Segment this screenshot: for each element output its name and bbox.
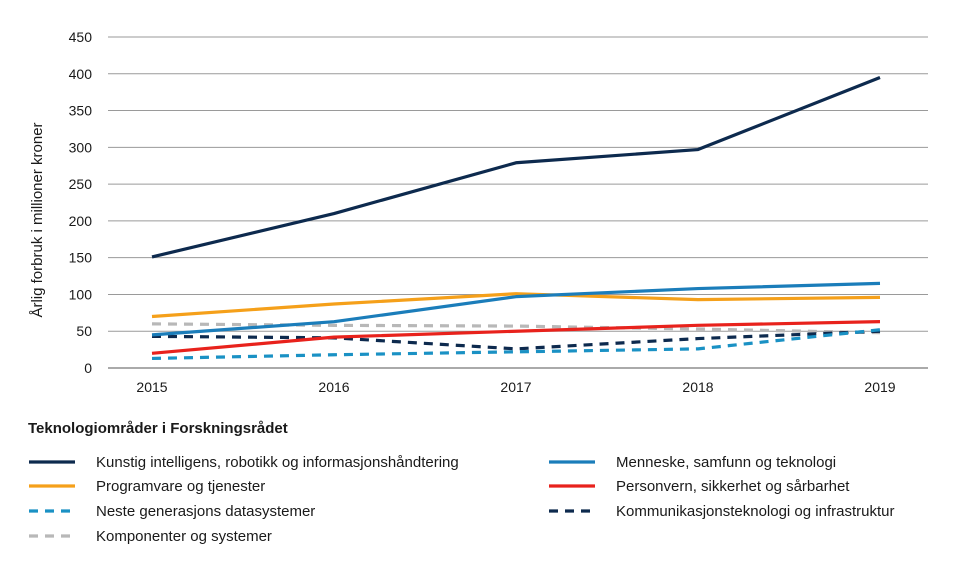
legend-label: Kommunikasjonsteknologi og infrastruktur (616, 502, 895, 520)
legend-swatch (29, 509, 75, 513)
legend-swatch (549, 484, 595, 488)
gridlines (108, 36, 928, 369)
legend-swatch (29, 534, 75, 538)
legend-item: Neste generasjons datasystemer (28, 501, 315, 521)
legend-swatch (549, 460, 595, 464)
legend-item: Programvare og tjenester (28, 476, 265, 496)
legend-swatch (29, 484, 75, 488)
x-axis-ticks: 2015 2016 2017 2018 2019 (136, 379, 895, 395)
x-tick-label: 2019 (864, 379, 895, 395)
x-tick-label: 2018 (682, 379, 713, 395)
x-tick-label: 2015 (136, 379, 167, 395)
y-tick-label: 200 (69, 213, 93, 229)
series-line (151, 75, 881, 259)
y-tick-label: 450 (69, 29, 93, 45)
y-tick-label: 150 (69, 250, 93, 266)
legend-item: Menneske, samfunn og teknologi (548, 452, 836, 472)
legend-swatch (549, 509, 595, 513)
x-tick-label: 2017 (500, 379, 531, 395)
line-chart: 0 50 100 150 200 250 300 350 400 450 2015 2016 2017… (29, 29, 928, 395)
legend-item: Kommunikasjonsteknologi og infrastruktur (548, 501, 894, 521)
series-line (151, 281, 881, 337)
legend-swatch (29, 460, 75, 464)
y-tick-label: 50 (76, 323, 92, 339)
legend-label: Neste generasjons datasystemer (96, 502, 316, 520)
y-tick-label: 400 (69, 66, 93, 82)
x-tick-label: 2016 (318, 379, 349, 395)
legend-label: Programvare og tjenester (96, 477, 266, 495)
series-line (151, 292, 881, 319)
series-lines (151, 75, 881, 361)
legend-item: Komponenter og systemer (28, 526, 272, 546)
y-tick-label: 350 (69, 103, 93, 119)
series-line (151, 320, 881, 355)
series-line (151, 329, 881, 351)
legend-label: Menneske, samfunn og teknologi (616, 453, 837, 471)
legend-label: Komponenter og systemer (96, 527, 272, 545)
legend-label: Personvern, sikkerhet og sårbarhet (616, 477, 850, 495)
legend-label: Kunstig intelligens, robotikk og informa… (96, 453, 459, 471)
y-axis-label: Årlig forbruk i millioner kroner (29, 122, 46, 317)
y-tick-label: 250 (69, 176, 93, 192)
y-axis-ticks: 0 50 100 150 200 250 300 350 400 450 (69, 29, 93, 376)
y-tick-label: 100 (69, 286, 93, 302)
y-tick-label: 300 (69, 139, 93, 155)
legend-item: Kunstig intelligens, robotikk og informa… (28, 452, 459, 472)
legend-item: Personvern, sikkerhet og sårbarhet (548, 476, 849, 496)
y-tick-label: 0 (84, 360, 92, 376)
legend-title: Teknologiområder i Forskningsrådet (28, 420, 288, 437)
